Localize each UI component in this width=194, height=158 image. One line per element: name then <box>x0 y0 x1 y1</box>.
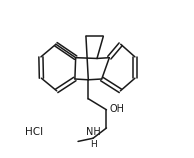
Text: H: H <box>90 140 97 149</box>
Text: HCl: HCl <box>25 127 43 137</box>
Text: NH: NH <box>87 127 101 137</box>
Text: OH: OH <box>110 104 125 114</box>
